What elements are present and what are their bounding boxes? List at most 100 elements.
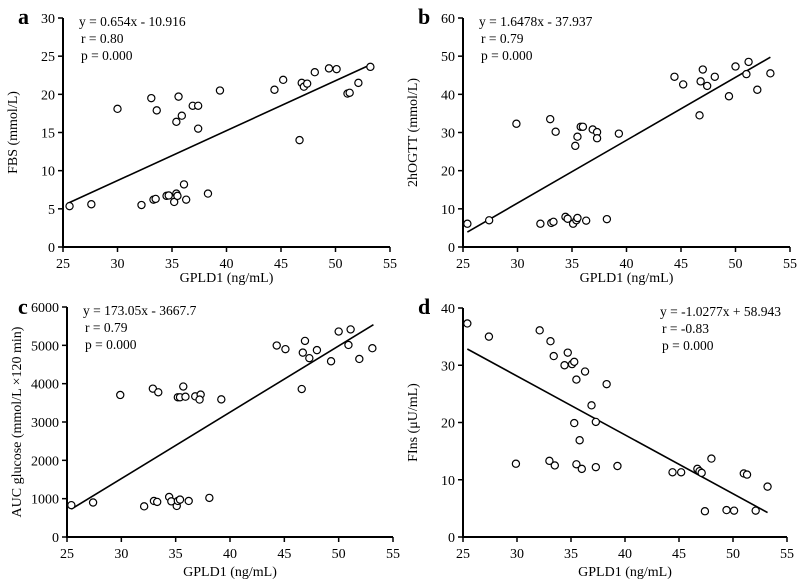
- data-point: [614, 129, 624, 138]
- y-tick-label: 4000: [31, 378, 59, 393]
- data-point: [164, 191, 173, 200]
- data-point: [298, 348, 308, 357]
- y-tick-label: 3000: [31, 416, 59, 431]
- data-point: [88, 498, 98, 507]
- x-tick-label: 55: [383, 257, 397, 272]
- x-tick-label: 25: [456, 547, 470, 562]
- data-point: [710, 72, 719, 81]
- data-point: [602, 379, 611, 389]
- x-tick-label: 50: [726, 547, 740, 562]
- data-point: [344, 340, 353, 350]
- panel-d: 0 10 20 30 40 25 30 35 40 45 50 55 GPLD1 (ng/mL) FIns…: [406, 294, 794, 580]
- data-point: [179, 180, 189, 189]
- data-point: [154, 388, 163, 397]
- data-point: [484, 332, 494, 341]
- data-point: [346, 325, 355, 334]
- y-tick-label: 15: [41, 127, 55, 142]
- data-point: [702, 81, 712, 91]
- data-point: [87, 200, 96, 209]
- data-point: [591, 417, 601, 427]
- x-tick-label: 50: [729, 257, 743, 272]
- y-tick-label: 5: [48, 203, 55, 218]
- trend-line: [466, 56, 771, 233]
- data-point: [563, 348, 572, 357]
- data-point: [512, 119, 521, 128]
- data-point: [217, 395, 226, 404]
- trend-line: [466, 348, 768, 514]
- y-tick-label: 30: [41, 12, 55, 27]
- data-point: [676, 468, 686, 477]
- data-point: [545, 456, 554, 466]
- data-point: [670, 72, 679, 81]
- y-tick-label: 10: [441, 203, 455, 218]
- data-point: [173, 191, 182, 201]
- x-tick-label: 35: [565, 257, 579, 272]
- data-point: [152, 106, 161, 115]
- panel-label: a: [18, 4, 29, 29]
- data-point: [546, 114, 555, 124]
- data-point: [152, 497, 162, 507]
- data-point: [193, 101, 203, 110]
- data-point: [766, 69, 775, 78]
- data-point: [573, 132, 582, 141]
- panel-c: 0 1000 2000 3000 4000 5000 6000 25 30 35 40 45 50 55 G…: [10, 294, 400, 580]
- data-point: [742, 470, 752, 479]
- x-tick-label: 25: [60, 547, 74, 562]
- x-tick-label: 55: [386, 547, 400, 562]
- data-point: [724, 92, 734, 101]
- panel-label: b: [418, 4, 430, 29]
- data-point: [763, 482, 772, 491]
- annotation-line: r = 0.79: [481, 31, 524, 46]
- data-point: [179, 382, 188, 391]
- panel-a: 0 5 10 15 20 25 30 25 30 35 40 45 50 55 GPLD1 (ng/mL) F…: [6, 4, 397, 286]
- data-point: [698, 65, 708, 74]
- annotation-line: y = 0.654x - 10.916: [79, 14, 186, 29]
- data-point: [312, 345, 322, 355]
- data-point: [147, 93, 156, 103]
- data-point: [744, 57, 753, 67]
- data-point: [546, 337, 555, 346]
- data-point: [742, 69, 751, 79]
- x-tick-label: 50: [332, 547, 346, 562]
- y-tick-label: 20: [441, 165, 455, 180]
- x-tick-label: 50: [329, 257, 343, 272]
- data-point: [578, 122, 588, 131]
- data-point: [205, 493, 214, 503]
- x-tick-label: 35: [564, 547, 578, 562]
- data-point: [215, 86, 225, 95]
- data-point: [572, 375, 581, 384]
- data-point: [366, 62, 375, 72]
- data-point: [572, 460, 581, 469]
- x-tick-label: 45: [277, 547, 291, 562]
- x-axis-title: GPLD1 (ng/mL): [180, 271, 274, 286]
- annotation-line: r = -0.83: [662, 321, 709, 336]
- data-point: [668, 468, 677, 477]
- data-point: [195, 395, 204, 404]
- y-tick-label: 60: [441, 12, 455, 27]
- data-point: [67, 500, 76, 510]
- x-tick-label: 45: [672, 547, 686, 562]
- data-point: [295, 135, 304, 145]
- data-point: [137, 200, 146, 210]
- data-point: [272, 341, 281, 350]
- y-tick-label: 0: [448, 531, 455, 546]
- data-point: [193, 124, 203, 133]
- data-point: [570, 418, 579, 428]
- data-point: [463, 219, 472, 228]
- x-tick-label: 40: [620, 257, 634, 272]
- y-tick-label: 5000: [31, 339, 59, 354]
- y-tick-label: 20: [441, 417, 455, 432]
- x-axis-title: GPLD1 (ng/mL): [183, 565, 277, 580]
- y-tick-label: 50: [441, 50, 455, 65]
- data-point: [302, 79, 312, 88]
- y-tick-label: 40: [441, 88, 455, 103]
- data-point: [587, 401, 596, 410]
- data-point: [563, 214, 572, 223]
- data-point: [463, 319, 472, 328]
- data-point: [696, 77, 705, 86]
- data-point: [753, 85, 762, 94]
- data-point: [535, 326, 544, 335]
- y-axis-title: AUC glucose (mmol/L ×120 min): [10, 326, 25, 517]
- annotation-line: y = -1.0277x + 58.943: [660, 304, 781, 319]
- y-tick-label: 10: [41, 165, 55, 180]
